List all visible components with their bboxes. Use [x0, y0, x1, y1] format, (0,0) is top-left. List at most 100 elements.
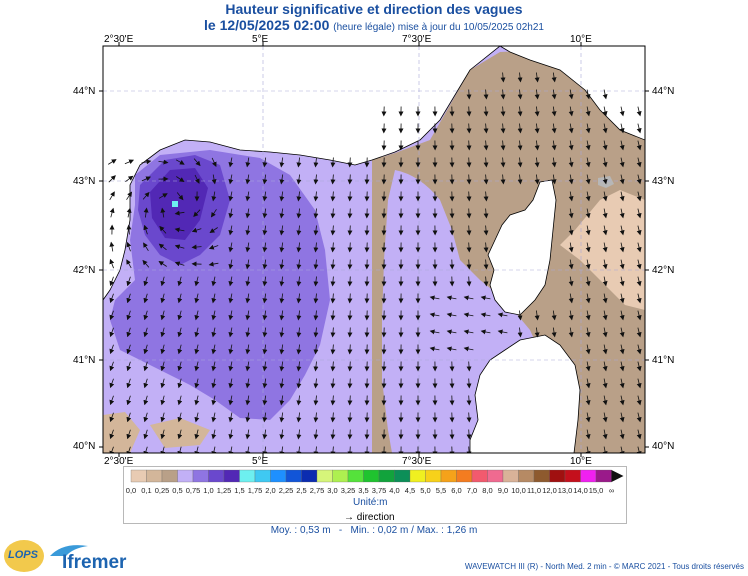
direction-arrow	[209, 227, 218, 234]
lon-label-bottom: 7°30'E	[402, 456, 432, 467]
direction-arrow	[126, 378, 132, 389]
stat-max: Max. : 1,26 m	[416, 525, 478, 536]
direction-arrow	[211, 361, 217, 372]
direction-arrow	[245, 276, 251, 287]
direction-arrow	[142, 191, 150, 200]
direction-arrow	[466, 174, 472, 185]
direction-arrow	[636, 446, 642, 453]
direction-arrow	[296, 327, 302, 338]
direction-arrow	[463, 329, 474, 335]
darkest-purple-zone	[150, 168, 208, 240]
direction-arrow	[296, 259, 302, 270]
direction-arrow	[483, 259, 489, 270]
direction-arrow	[142, 259, 150, 268]
direction-arrow	[194, 174, 200, 184]
direction-arrow	[466, 276, 472, 287]
direction-arrow	[517, 327, 523, 338]
direction-arrow	[143, 242, 149, 252]
direction-arrow	[158, 193, 168, 199]
direction-arrow	[262, 174, 268, 185]
direction-arrow	[585, 157, 591, 168]
direction-arrow	[466, 361, 472, 372]
direction-arrow	[446, 295, 457, 301]
direction-arrow	[585, 259, 591, 270]
lon-label-top: 7°30'E	[402, 34, 432, 45]
direction-arrow	[568, 327, 574, 338]
direction-arrow	[245, 361, 251, 372]
direction-arrow	[143, 293, 149, 304]
direction-arrow	[313, 344, 319, 355]
direction-arrow	[585, 123, 591, 134]
direction-arrow	[446, 312, 457, 318]
direction-arrow	[463, 346, 474, 352]
direction-arrow	[619, 446, 625, 453]
direction-arrow	[211, 276, 217, 287]
arrow-icon: →	[344, 512, 354, 523]
legend-value: 3,5	[358, 486, 369, 495]
lat-label-left: 44°N	[73, 86, 96, 97]
direction-arrow	[585, 208, 591, 219]
direction-arrow	[347, 225, 353, 236]
direction-arrow	[313, 225, 319, 236]
direction-arrow	[313, 412, 319, 423]
direction-arrow	[463, 295, 474, 301]
direction-arrow	[429, 312, 440, 318]
direction-arrow	[636, 361, 642, 372]
legend-value: 0,0	[125, 486, 137, 495]
direction-arrow	[619, 140, 625, 151]
direction-arrow	[466, 106, 472, 117]
direction-arrow	[534, 123, 540, 134]
direction-arrow	[619, 242, 625, 253]
direction-arrow	[194, 361, 200, 372]
direction-arrow	[245, 429, 251, 440]
direction-arrow	[296, 412, 302, 423]
direction-arrow	[228, 395, 234, 406]
direction-arrow	[279, 361, 285, 372]
direction-arrow	[228, 344, 234, 355]
direction-arrow	[636, 344, 642, 355]
direction-arrow	[347, 429, 353, 440]
direction-arrow	[330, 327, 336, 338]
direction-arrow	[483, 123, 489, 134]
direction-arrow	[497, 312, 508, 318]
lon-label-top: 5°E	[252, 34, 269, 45]
lat-label-right: 44°N	[652, 86, 675, 97]
direction-arrow	[636, 412, 642, 423]
direction-arrow	[330, 225, 336, 236]
legend-value: 13,0	[557, 486, 573, 495]
direction-arrow	[585, 89, 591, 100]
direction-arrow	[174, 227, 185, 233]
direction-arrow	[279, 157, 285, 168]
direction-arrow	[602, 225, 608, 236]
direction-arrow	[585, 327, 591, 338]
direction-arrow	[551, 89, 557, 100]
direction-arrow	[636, 140, 642, 151]
direction-arrow	[446, 329, 457, 335]
direction-arrow	[619, 157, 625, 168]
direction-arrow	[177, 412, 183, 423]
direction-arrow	[619, 344, 625, 355]
direction-arrow	[211, 157, 217, 168]
direction-arrow	[636, 225, 642, 236]
direction-arrow	[636, 242, 642, 253]
direction-arrow	[517, 106, 523, 117]
direction-arrow	[534, 140, 540, 151]
direction-arrow	[619, 174, 625, 185]
direction-arrow	[636, 378, 642, 389]
direction-arrow	[296, 242, 302, 253]
lat-label-right: 43°N	[652, 176, 675, 187]
legend-value: 0,25	[154, 486, 170, 495]
direction-arrow	[143, 224, 149, 235]
direction-arrow	[568, 276, 574, 287]
direction-arrow	[193, 209, 201, 218]
direction-arrow	[109, 446, 115, 453]
direction-arrow	[176, 192, 184, 201]
direction-arrow	[109, 344, 115, 355]
direction-arrow	[619, 106, 625, 117]
direction-arrow	[279, 225, 285, 236]
direction-arrow	[466, 191, 472, 202]
lon-label-bottom: 5°E	[252, 456, 269, 467]
direction-arrow	[177, 446, 183, 453]
direction-arrow	[330, 412, 336, 423]
